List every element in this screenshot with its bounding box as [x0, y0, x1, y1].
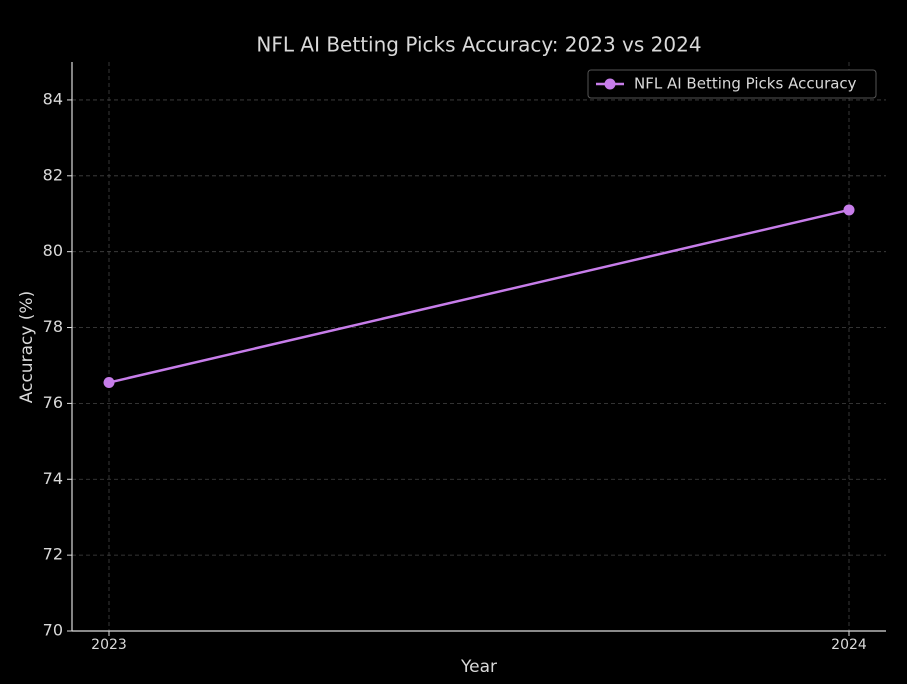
- legend-marker: [604, 78, 616, 90]
- x-axis-label: Year: [460, 657, 497, 677]
- x-tick-label: 2023: [91, 637, 127, 653]
- y-tick-label: 82: [43, 165, 63, 184]
- y-tick-label: 78: [43, 317, 63, 336]
- point: [103, 377, 115, 389]
- y-axis-label: Accuracy (%): [17, 291, 37, 403]
- legend-label: NFL AI Betting Picks Accuracy: [634, 75, 857, 93]
- y-tick-label: 84: [43, 89, 63, 108]
- y-tick-label: 74: [43, 469, 63, 488]
- point: [843, 204, 855, 216]
- line: [108, 208, 850, 384]
- x-tick-label: 2024: [831, 637, 867, 653]
- y-tick-label: 72: [43, 545, 63, 564]
- chart-title: NFL AI Betting Picks Accuracy: 2023 vs 2…: [256, 33, 701, 57]
- legend-box: [587, 69, 877, 99]
- y-tick-label: 76: [43, 393, 63, 412]
- y-tick-label: 70: [43, 621, 63, 640]
- y-tick-label: 80: [43, 241, 63, 260]
- legend: NFL AI Betting Picks Accuracy: [587, 69, 877, 99]
